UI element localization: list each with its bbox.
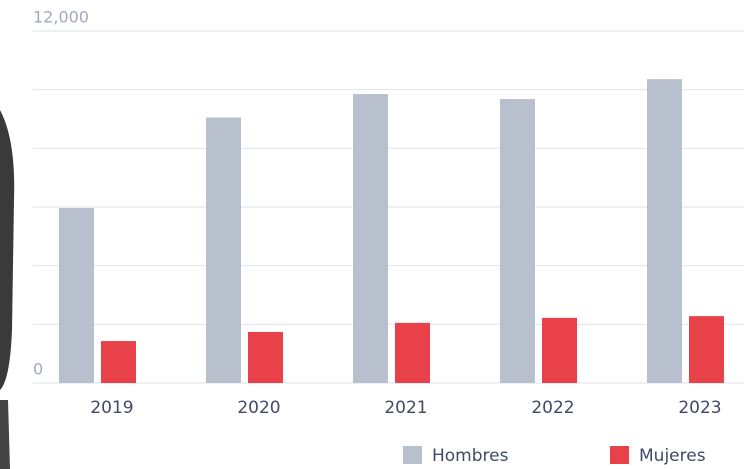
photo-edge [0,400,10,469]
photo-edge [0,110,15,390]
y-tick-label: 12,000 [33,8,89,27]
bar [500,99,535,383]
bar [647,79,682,384]
x-tick-label: 2020 [237,398,280,418]
bar [206,117,241,384]
legend-label: Mujeres [639,446,706,466]
x-tick-label: 2019 [90,398,133,418]
bar [542,317,577,383]
bar [101,341,136,383]
legend-swatch [610,446,629,464]
x-tick-label: 2023 [678,398,721,418]
bar [59,207,94,383]
y-tick-label: 0 [33,360,43,379]
bar [395,322,430,383]
x-tick-label: 2021 [384,398,427,418]
legend-label: Hombres [432,446,509,466]
x-tick-label: 2022 [531,398,574,418]
legend-swatch [403,446,422,464]
bar [689,316,724,383]
bar [353,94,388,384]
bar [248,331,283,383]
